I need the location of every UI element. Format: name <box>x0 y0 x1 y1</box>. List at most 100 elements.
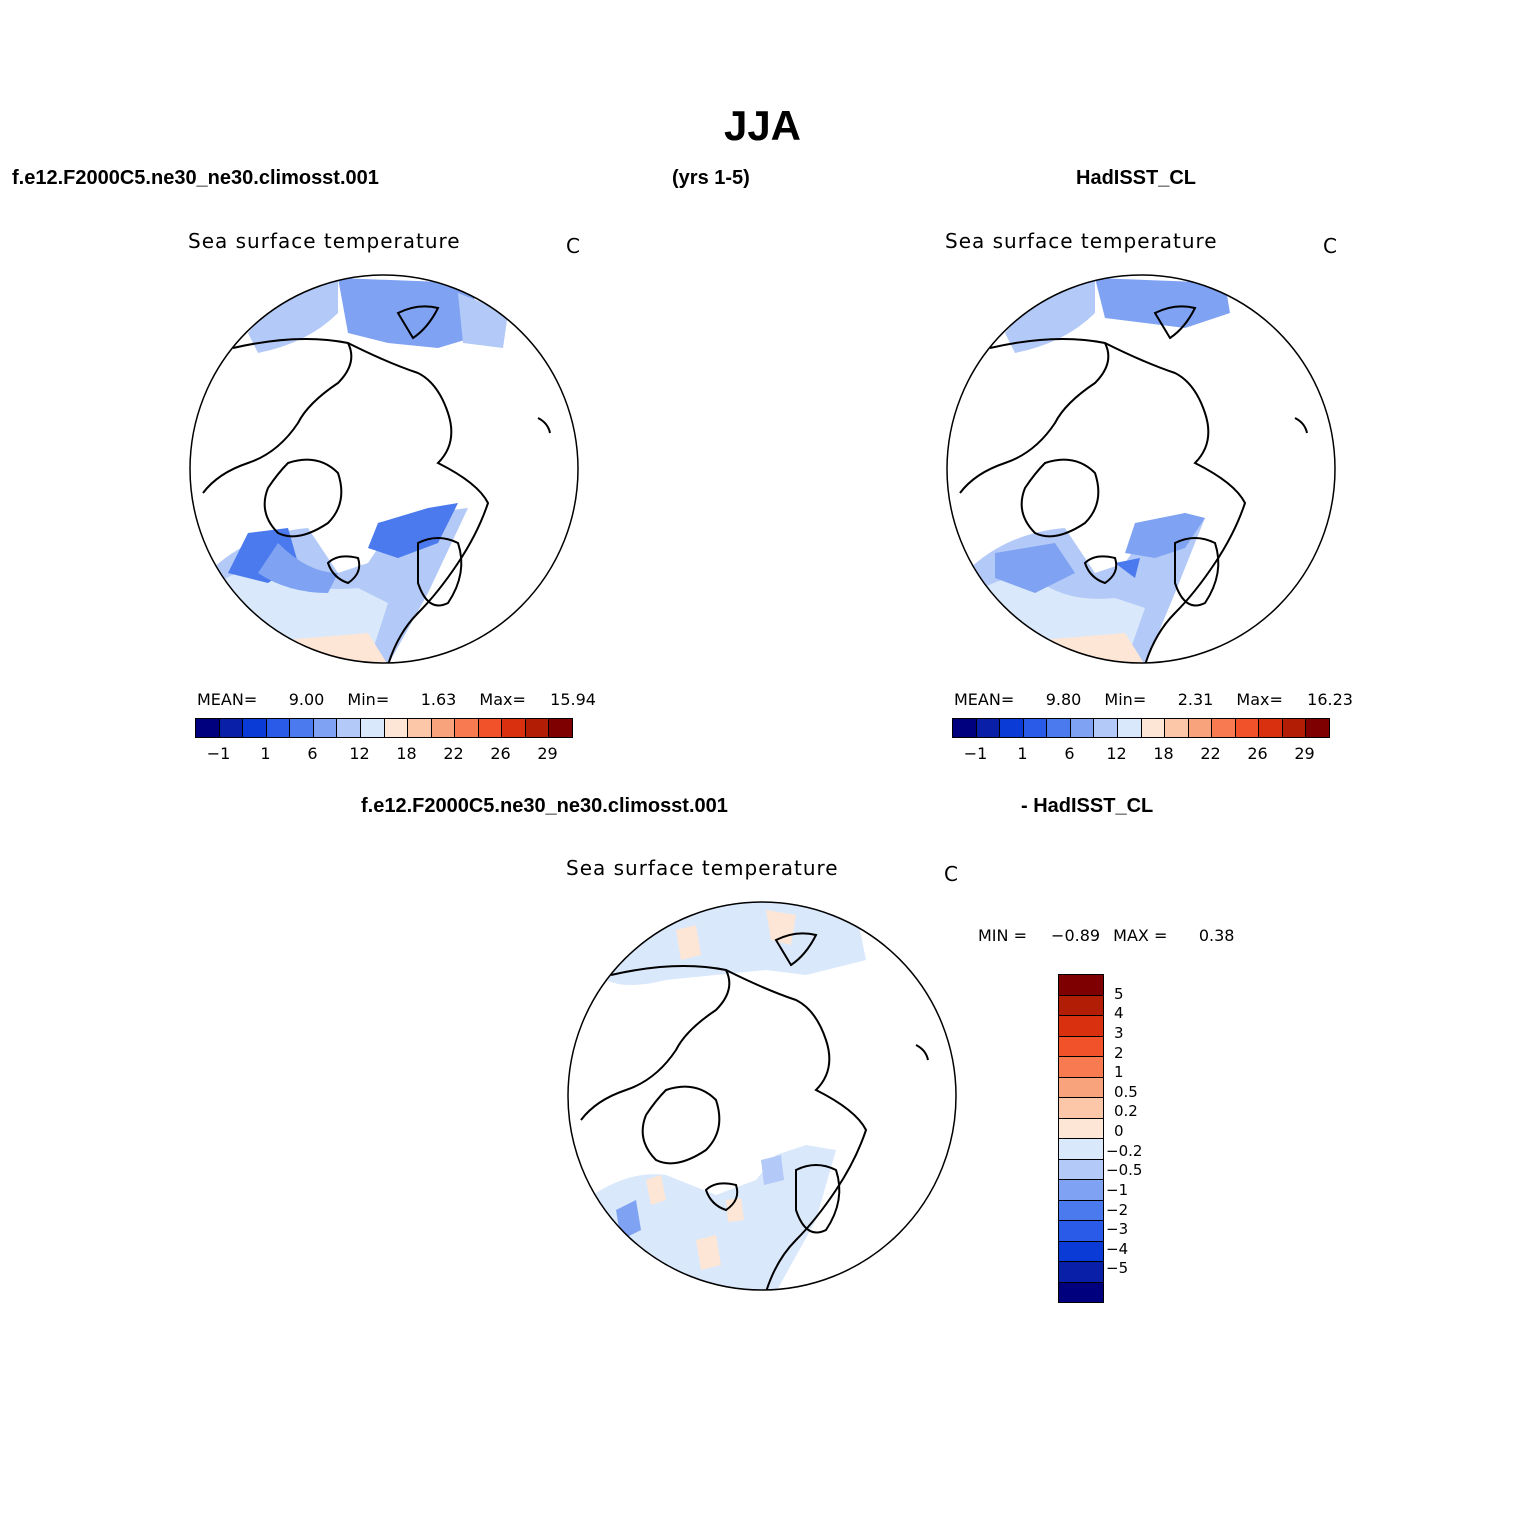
obs-colorbar-ticks: −1 1 6 12 18 22 26 29 <box>952 744 1328 764</box>
obs-colorbar-tick-label: 26 <box>1247 744 1268 763</box>
model-max-value: 15.94 <box>550 690 596 709</box>
obs-colorbar-swatch <box>1259 719 1283 737</box>
obs-colorbar-swatch <box>1117 719 1142 737</box>
diff-max-value: 0.38 <box>1198 926 1235 945</box>
diff-colorbar-swatch <box>1059 1098 1103 1119</box>
model-colorbar-swatch <box>290 719 314 737</box>
model-colorbar-ticks: −1 1 6 12 18 22 26 29 <box>195 744 571 764</box>
obs-colorbar-swatch <box>1188 719 1213 737</box>
obs-min-value: 2.31 <box>1177 690 1214 709</box>
diff-colorbar-swatch <box>1059 1282 1103 1302</box>
obs-mean-value: 9.80 <box>1045 690 1082 709</box>
diff-colorbar-label: −2 <box>1106 1200 1129 1219</box>
diff-colorbar-label: −5 <box>1106 1259 1129 1278</box>
coastlines <box>202 305 551 663</box>
model-stats: MEAN= 9.00 Min= 1.63 Max= 15.94 <box>197 690 596 709</box>
years-header: (yrs 1-5) <box>672 167 750 189</box>
diff-colorbar-swatch <box>1059 1139 1103 1160</box>
model-colorbar <box>195 718 573 738</box>
model-colorbar-swatch <box>196 719 220 737</box>
model-colorbar-tick-label: 22 <box>443 744 464 763</box>
diff-colorbar-labels: 5 4 3 2 1 0.5 0.2 0 −0.2 −0.5 −1 −2 −3 −4 −5 <box>1106 974 1168 1288</box>
diff-colorbar-swatch <box>1059 1221 1103 1242</box>
model-colorbar-swatch <box>502 719 526 737</box>
diff-min-value: −0.89 <box>1051 926 1101 945</box>
model-colorbar-swatch <box>408 719 432 737</box>
diff-colorbar-swatch <box>1059 1036 1103 1057</box>
obs-min-label: Min= <box>1104 690 1147 709</box>
obs-stats: MEAN= 9.80 Min= 2.31 Max= 16.23 <box>954 690 1353 709</box>
obs-colorbar-tick-label: 22 <box>1200 744 1221 763</box>
diff-colorbar-swatch <box>1059 1241 1103 1262</box>
bering-sst-area <box>338 278 488 348</box>
diff-colorbar-swatch <box>1059 1180 1103 1201</box>
obs-colorbar-tick-label: 12 <box>1106 744 1127 763</box>
diff-colorbar-label: −3 <box>1106 1220 1129 1239</box>
obs-name-header: HadISST_CL <box>1076 167 1197 189</box>
diff-variable-label: Sea surface temperature <box>566 856 839 880</box>
model-colorbar-tick-label: 1 <box>260 744 271 763</box>
diff-colorbar-swatch <box>1059 1200 1103 1221</box>
obs-colorbar-tick-label: 1 <box>1017 744 1028 763</box>
model-colorbar-tick-label: −1 <box>206 744 231 763</box>
model-colorbar-swatch <box>337 719 361 737</box>
obs-colorbar-swatch <box>1070 719 1095 737</box>
model-min-label: Min= <box>347 690 390 709</box>
model-colorbar-swatch <box>431 719 456 737</box>
obs-colorbar-swatch <box>953 719 977 737</box>
model-colorbar-tick-label: 26 <box>490 744 511 763</box>
diff-colorbar-label: 3 <box>1114 1023 1124 1042</box>
case-name-header: f.e12.F2000C5.ne30_ne30.climosst.001 <box>12 167 379 189</box>
diff-colorbar-swatch <box>1059 1057 1103 1078</box>
obs-colorbar-tick-label: 18 <box>1153 744 1174 763</box>
obs-unit-label: C <box>1323 234 1337 258</box>
diff-colorbar-label: 0.5 <box>1114 1082 1138 1101</box>
model-min-value: 1.63 <box>420 690 457 709</box>
obs-colorbar-tick-label: 6 <box>1064 744 1075 763</box>
obs-colorbar-swatch <box>1141 719 1166 737</box>
obs-colorbar-swatch <box>976 719 1001 737</box>
model-colorbar-swatch <box>266 719 291 737</box>
diff-colorbar <box>1058 974 1104 1303</box>
model-polar-map <box>189 274 579 664</box>
diff-colorbar-swatch <box>1059 975 1103 996</box>
model-colorbar-swatch <box>313 719 338 737</box>
model-unit-label: C <box>566 234 580 258</box>
model-variable-label: Sea surface temperature <box>188 229 461 253</box>
model-colorbar-tick-label: 18 <box>396 744 417 763</box>
model-colorbar-swatch <box>243 719 267 737</box>
model-colorbar-tick-label: 29 <box>537 744 558 763</box>
obs-colorbar-swatch <box>1047 719 1071 737</box>
diff-colorbar-swatch <box>1059 1118 1103 1139</box>
diff-colorbar-label: −0.5 <box>1106 1161 1143 1180</box>
model-colorbar-swatch <box>549 719 572 737</box>
obs-colorbar <box>952 718 1330 738</box>
diff-polar-map <box>567 901 957 1291</box>
obs-colorbar-swatch <box>1094 719 1118 737</box>
obs-colorbar-swatch <box>1212 719 1236 737</box>
diff-colorbar-swatch <box>1059 1159 1103 1180</box>
diff-min-label: MIN = <box>978 926 1027 945</box>
diff-colorbar-label: −0.2 <box>1106 1141 1143 1160</box>
diff-colorbar-swatch <box>1059 1077 1103 1098</box>
obs-colorbar-swatch <box>1306 719 1329 737</box>
model-colorbar-swatch <box>455 719 479 737</box>
diff-obs-header: - HadISST_CL <box>1021 795 1154 817</box>
diff-colorbar-label: 2 <box>1114 1043 1124 1062</box>
model-mean-value: 9.00 <box>288 690 325 709</box>
model-mean-label: MEAN= <box>197 690 258 709</box>
obs-colorbar-swatch <box>1023 719 1048 737</box>
diff-unit-label: C <box>944 862 958 886</box>
diff-colorbar-label: 1 <box>1114 1063 1124 1082</box>
season-title: JJA <box>723 102 802 149</box>
obs-colorbar-swatch <box>1235 719 1260 737</box>
obs-mean-label: MEAN= <box>954 690 1015 709</box>
diff-colorbar-label: −1 <box>1106 1180 1129 1199</box>
obs-colorbar-swatch <box>1000 719 1024 737</box>
obs-variable-label: Sea surface temperature <box>945 229 1218 253</box>
diff-colorbar-label: −4 <box>1106 1239 1129 1258</box>
obs-colorbar-swatch <box>1282 719 1307 737</box>
diff-colorbar-label: 4 <box>1114 1004 1124 1023</box>
model-colorbar-tick-label: 6 <box>307 744 318 763</box>
model-colorbar-swatch <box>478 719 503 737</box>
